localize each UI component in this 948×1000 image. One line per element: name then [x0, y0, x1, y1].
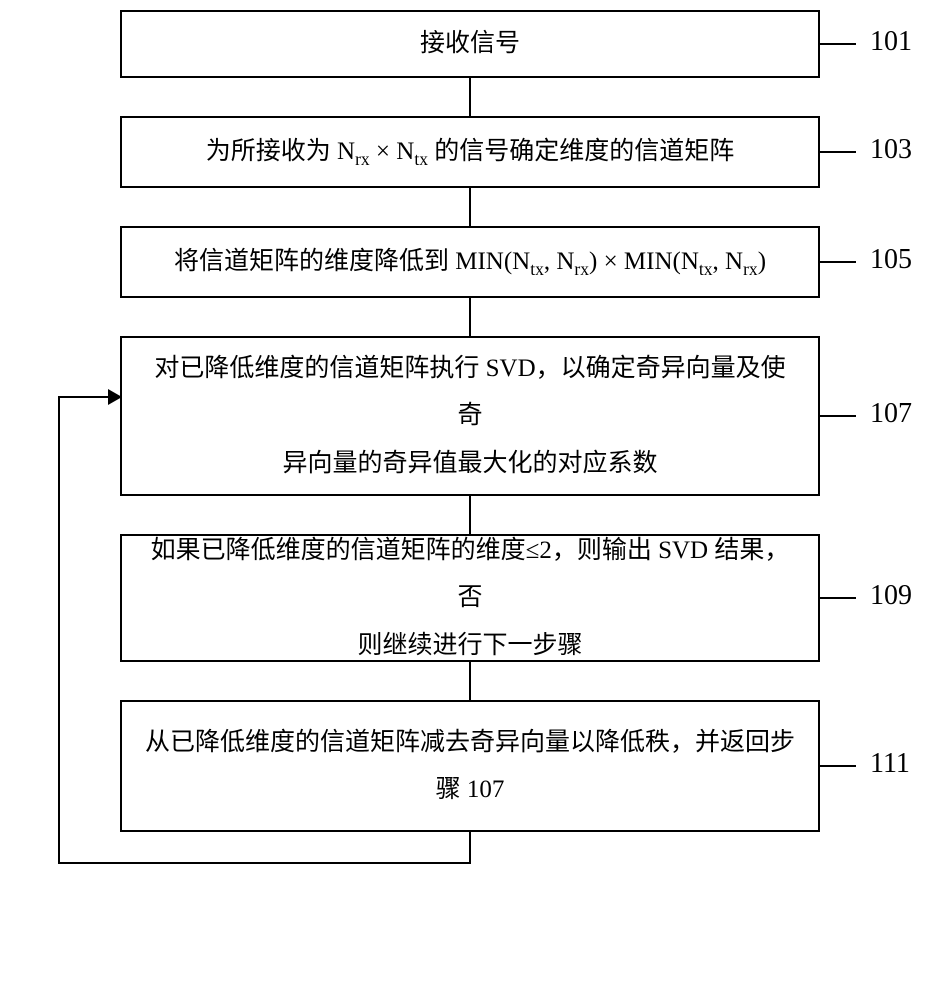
- step-box-111: 从已降低维度的信道矩阵减去奇异向量以降低秩，并返回步骤 107: [120, 700, 820, 832]
- connector: [469, 298, 471, 336]
- step-text-line: 如果已降低维度的信道矩阵的维度≤2，则输出 SVD 结果，否: [142, 527, 798, 622]
- step-text-line: 对已降低维度的信道矩阵执行 SVD，以确定奇异向量及使奇: [142, 345, 798, 440]
- step-label-107: 107: [870, 398, 912, 430]
- step-box-103: 为所接收为 Nrx × Ntx 的信号确定维度的信道矩阵: [120, 116, 820, 188]
- feedback-edge: [469, 832, 471, 862]
- step-text: 接收信号: [420, 20, 520, 68]
- feedback-edge: [58, 396, 60, 862]
- step-label-109: 109: [870, 580, 912, 612]
- label-tick: [820, 765, 856, 767]
- label-tick: [820, 151, 856, 153]
- step-text: 为所接收为 Nrx × Ntx 的信号确定维度的信道矩阵: [206, 128, 734, 176]
- label-tick: [820, 261, 856, 263]
- step-label-111: 111: [870, 748, 910, 780]
- step-box-107: 对已降低维度的信道矩阵执行 SVD，以确定奇异向量及使奇异向量的奇异值最大化的对…: [120, 336, 820, 496]
- step-label-105: 105: [870, 244, 912, 276]
- feedback-arrow: [108, 389, 122, 405]
- step-label-103: 103: [870, 134, 912, 166]
- step-text-line: 骤 107: [436, 766, 505, 814]
- step-box-109: 如果已降低维度的信道矩阵的维度≤2，则输出 SVD 结果，否则继续进行下一步骤: [120, 534, 820, 662]
- step-text-line: 异向量的奇异值最大化的对应系数: [282, 440, 657, 488]
- step-box-105: 将信道矩阵的维度降低到 MIN(Ntx, Nrx) × MIN(Ntx, Nrx…: [120, 226, 820, 298]
- step-text: 将信道矩阵的维度降低到 MIN(Ntx, Nrx) × MIN(Ntx, Nrx…: [174, 238, 766, 286]
- step-text-line: 则继续进行下一步骤: [357, 622, 582, 670]
- label-tick: [820, 415, 856, 417]
- step-box-101: 接收信号: [120, 10, 820, 78]
- connector: [469, 78, 471, 116]
- step-label-101: 101: [870, 26, 912, 58]
- feedback-edge: [58, 862, 471, 864]
- feedback-edge: [58, 396, 110, 398]
- label-tick: [820, 597, 856, 599]
- step-text-line: 从已降低维度的信道矩阵减去奇异向量以降低秩，并返回步: [145, 719, 795, 767]
- label-tick: [820, 43, 856, 45]
- connector: [469, 188, 471, 226]
